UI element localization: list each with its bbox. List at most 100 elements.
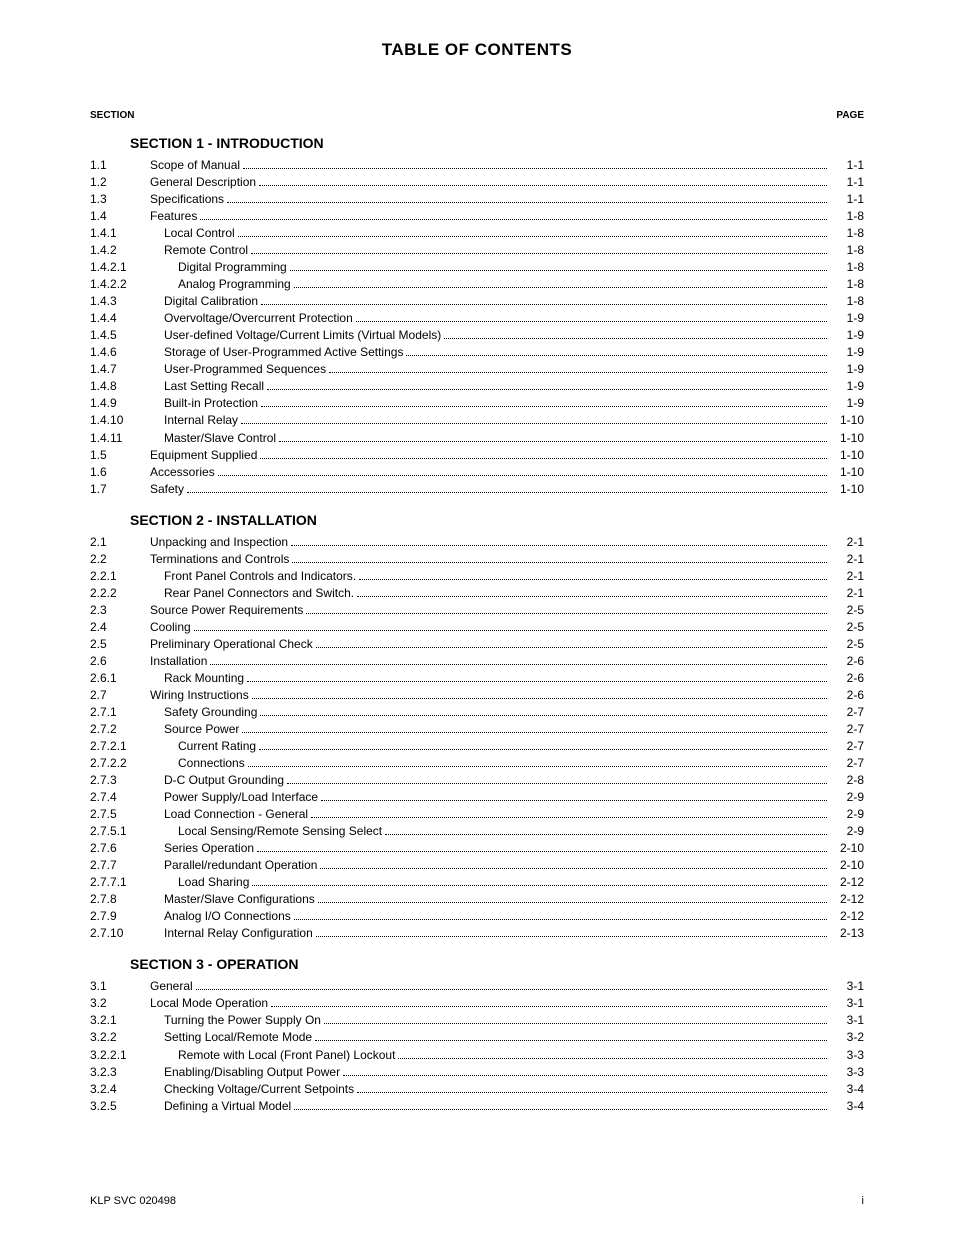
entry-title: Load Connection - General [164, 806, 308, 823]
toc-entry: 1.4.7User-Programmed Sequences 1-9 [90, 361, 864, 378]
entry-number: 1.4.7 [90, 361, 150, 378]
entry-title: Built-in Protection [164, 395, 258, 412]
entry-page: 1-8 [830, 242, 864, 259]
entry-title-wrap: Features 1-8 [150, 208, 864, 225]
entry-page: 2-10 [830, 857, 864, 874]
leader-dots [187, 492, 827, 493]
leader-dots [252, 698, 827, 699]
entry-number: 1.1 [90, 157, 150, 174]
entry-number: 1.2 [90, 174, 150, 191]
entry-number: 3.2.3 [90, 1064, 150, 1081]
toc-entry: 3.2.1Turning the Power Supply On 3-1 [90, 1012, 864, 1029]
entry-title-wrap: User-defined Voltage/Current Limits (Vir… [150, 327, 864, 344]
entry-title-wrap: D-C Output Grounding 2-8 [150, 772, 864, 789]
entry-title: Terminations and Controls [150, 551, 289, 568]
leader-dots [251, 253, 827, 254]
toc-entry: 1.7Safety 1-10 [90, 481, 864, 498]
leader-dots [294, 287, 827, 288]
entry-page: 2-1 [830, 551, 864, 568]
header-page: PAGE [836, 110, 864, 121]
entry-number: 1.4.2.2 [90, 276, 150, 293]
leader-dots [385, 834, 827, 835]
entry-title-wrap: Defining a Virtual Model 3-4 [150, 1098, 864, 1115]
toc-entry: 2.7.6Series Operation 2-10 [90, 840, 864, 857]
entry-page: 1-10 [830, 447, 864, 464]
leader-dots [343, 1075, 827, 1076]
entry-page: 1-8 [830, 276, 864, 293]
toc-entry: 2.7.7.1Load Sharing 2-12 [90, 874, 864, 891]
entry-page: 2-1 [830, 534, 864, 551]
entry-page: 1-9 [830, 395, 864, 412]
entry-page: 3-1 [830, 995, 864, 1012]
entry-number: 2.7.7 [90, 857, 150, 874]
entry-title: Preliminary Operational Check [150, 636, 313, 653]
entry-title-wrap: Local Sensing/Remote Sensing Select 2-9 [150, 823, 864, 840]
entry-page: 2-6 [830, 687, 864, 704]
entry-page: 1-8 [830, 208, 864, 225]
leader-dots [247, 681, 827, 682]
entry-page: 2-9 [830, 823, 864, 840]
leader-dots [294, 1109, 827, 1110]
entry-title-wrap: General 3-1 [150, 978, 864, 995]
leader-dots [261, 406, 827, 407]
toc-entry: 1.4.6Storage of User-Programmed Active S… [90, 344, 864, 361]
leader-dots [260, 458, 827, 459]
header-section: SECTION [90, 110, 134, 121]
entry-title-wrap: Checking Voltage/Current Setpoints 3-4 [150, 1081, 864, 1098]
entry-title-wrap: Series Operation 2-10 [150, 840, 864, 857]
entry-number: 2.7.3 [90, 772, 150, 789]
entry-page: 2-12 [830, 891, 864, 908]
entry-title-wrap: Last Setting Recall 1-9 [150, 378, 864, 395]
toc-entry: 1.3Specifications 1-1 [90, 191, 864, 208]
toc-body: SECTION 1 - INTRODUCTION1.1Scope of Manu… [90, 135, 864, 1115]
entry-number: 1.4.9 [90, 395, 150, 412]
entry-title-wrap: Front Panel Controls and Indicators. 2-1 [150, 568, 864, 585]
footer-doc-id: KLP SVC 020498 [90, 1195, 176, 1207]
leader-dots [357, 596, 827, 597]
entry-title-wrap: Analog I/O Connections 2-12 [150, 908, 864, 925]
entry-title-wrap: General Description 1-1 [150, 174, 864, 191]
toc-entry: 1.4.2Remote Control 1-8 [90, 242, 864, 259]
entry-title-wrap: Source Power Requirements 2-5 [150, 602, 864, 619]
leader-dots [290, 270, 827, 271]
entry-title-wrap: Scope of Manual 1-1 [150, 157, 864, 174]
entry-number: 2.6.1 [90, 670, 150, 687]
entry-title: Storage of User-Programmed Active Settin… [164, 344, 403, 361]
entry-number: 2.1 [90, 534, 150, 551]
entry-page: 2-7 [830, 755, 864, 772]
entry-page: 2-5 [830, 602, 864, 619]
entry-title: Digital Programming [178, 259, 287, 276]
entry-number: 1.4.8 [90, 378, 150, 395]
entry-number: 3.2.2 [90, 1029, 150, 1046]
entry-title: Installation [150, 653, 207, 670]
column-headers: SECTION PAGE [90, 110, 864, 121]
leader-dots [259, 185, 827, 186]
leader-dots [320, 868, 827, 869]
entry-number: 1.4.3 [90, 293, 150, 310]
entry-page: 1-10 [830, 481, 864, 498]
entry-page: 3-1 [830, 978, 864, 995]
entry-page: 2-12 [830, 908, 864, 925]
entry-number: 1.3 [90, 191, 150, 208]
entry-title: Analog Programming [178, 276, 291, 293]
leader-dots [271, 1006, 827, 1007]
toc-entry: 2.5Preliminary Operational Check 2-5 [90, 636, 864, 653]
leader-dots [260, 715, 827, 716]
entry-title: Internal Relay Configuration [164, 925, 313, 942]
entry-number: 2.7.6 [90, 840, 150, 857]
entry-title-wrap: Preliminary Operational Check 2-5 [150, 636, 864, 653]
entry-page: 2-10 [830, 840, 864, 857]
toc-entry: 3.2.3Enabling/Disabling Output Power 3-3 [90, 1064, 864, 1081]
entry-page: 2-7 [830, 704, 864, 721]
entry-title-wrap: User-Programmed Sequences 1-9 [150, 361, 864, 378]
toc-entry: 1.4.11Master/Slave Control 1-10 [90, 430, 864, 447]
entry-page: 3-1 [830, 1012, 864, 1029]
leader-dots [356, 321, 827, 322]
entry-title: Remote Control [164, 242, 248, 259]
toc-entry: 3.2.5Defining a Virtual Model 3-4 [90, 1098, 864, 1115]
toc-entry: 2.7.5.1Local Sensing/Remote Sensing Sele… [90, 823, 864, 840]
entry-number: 1.4.5 [90, 327, 150, 344]
entry-title: Connections [178, 755, 245, 772]
section-heading: SECTION 3 - OPERATION [130, 956, 864, 972]
entry-number: 2.7.9 [90, 908, 150, 925]
